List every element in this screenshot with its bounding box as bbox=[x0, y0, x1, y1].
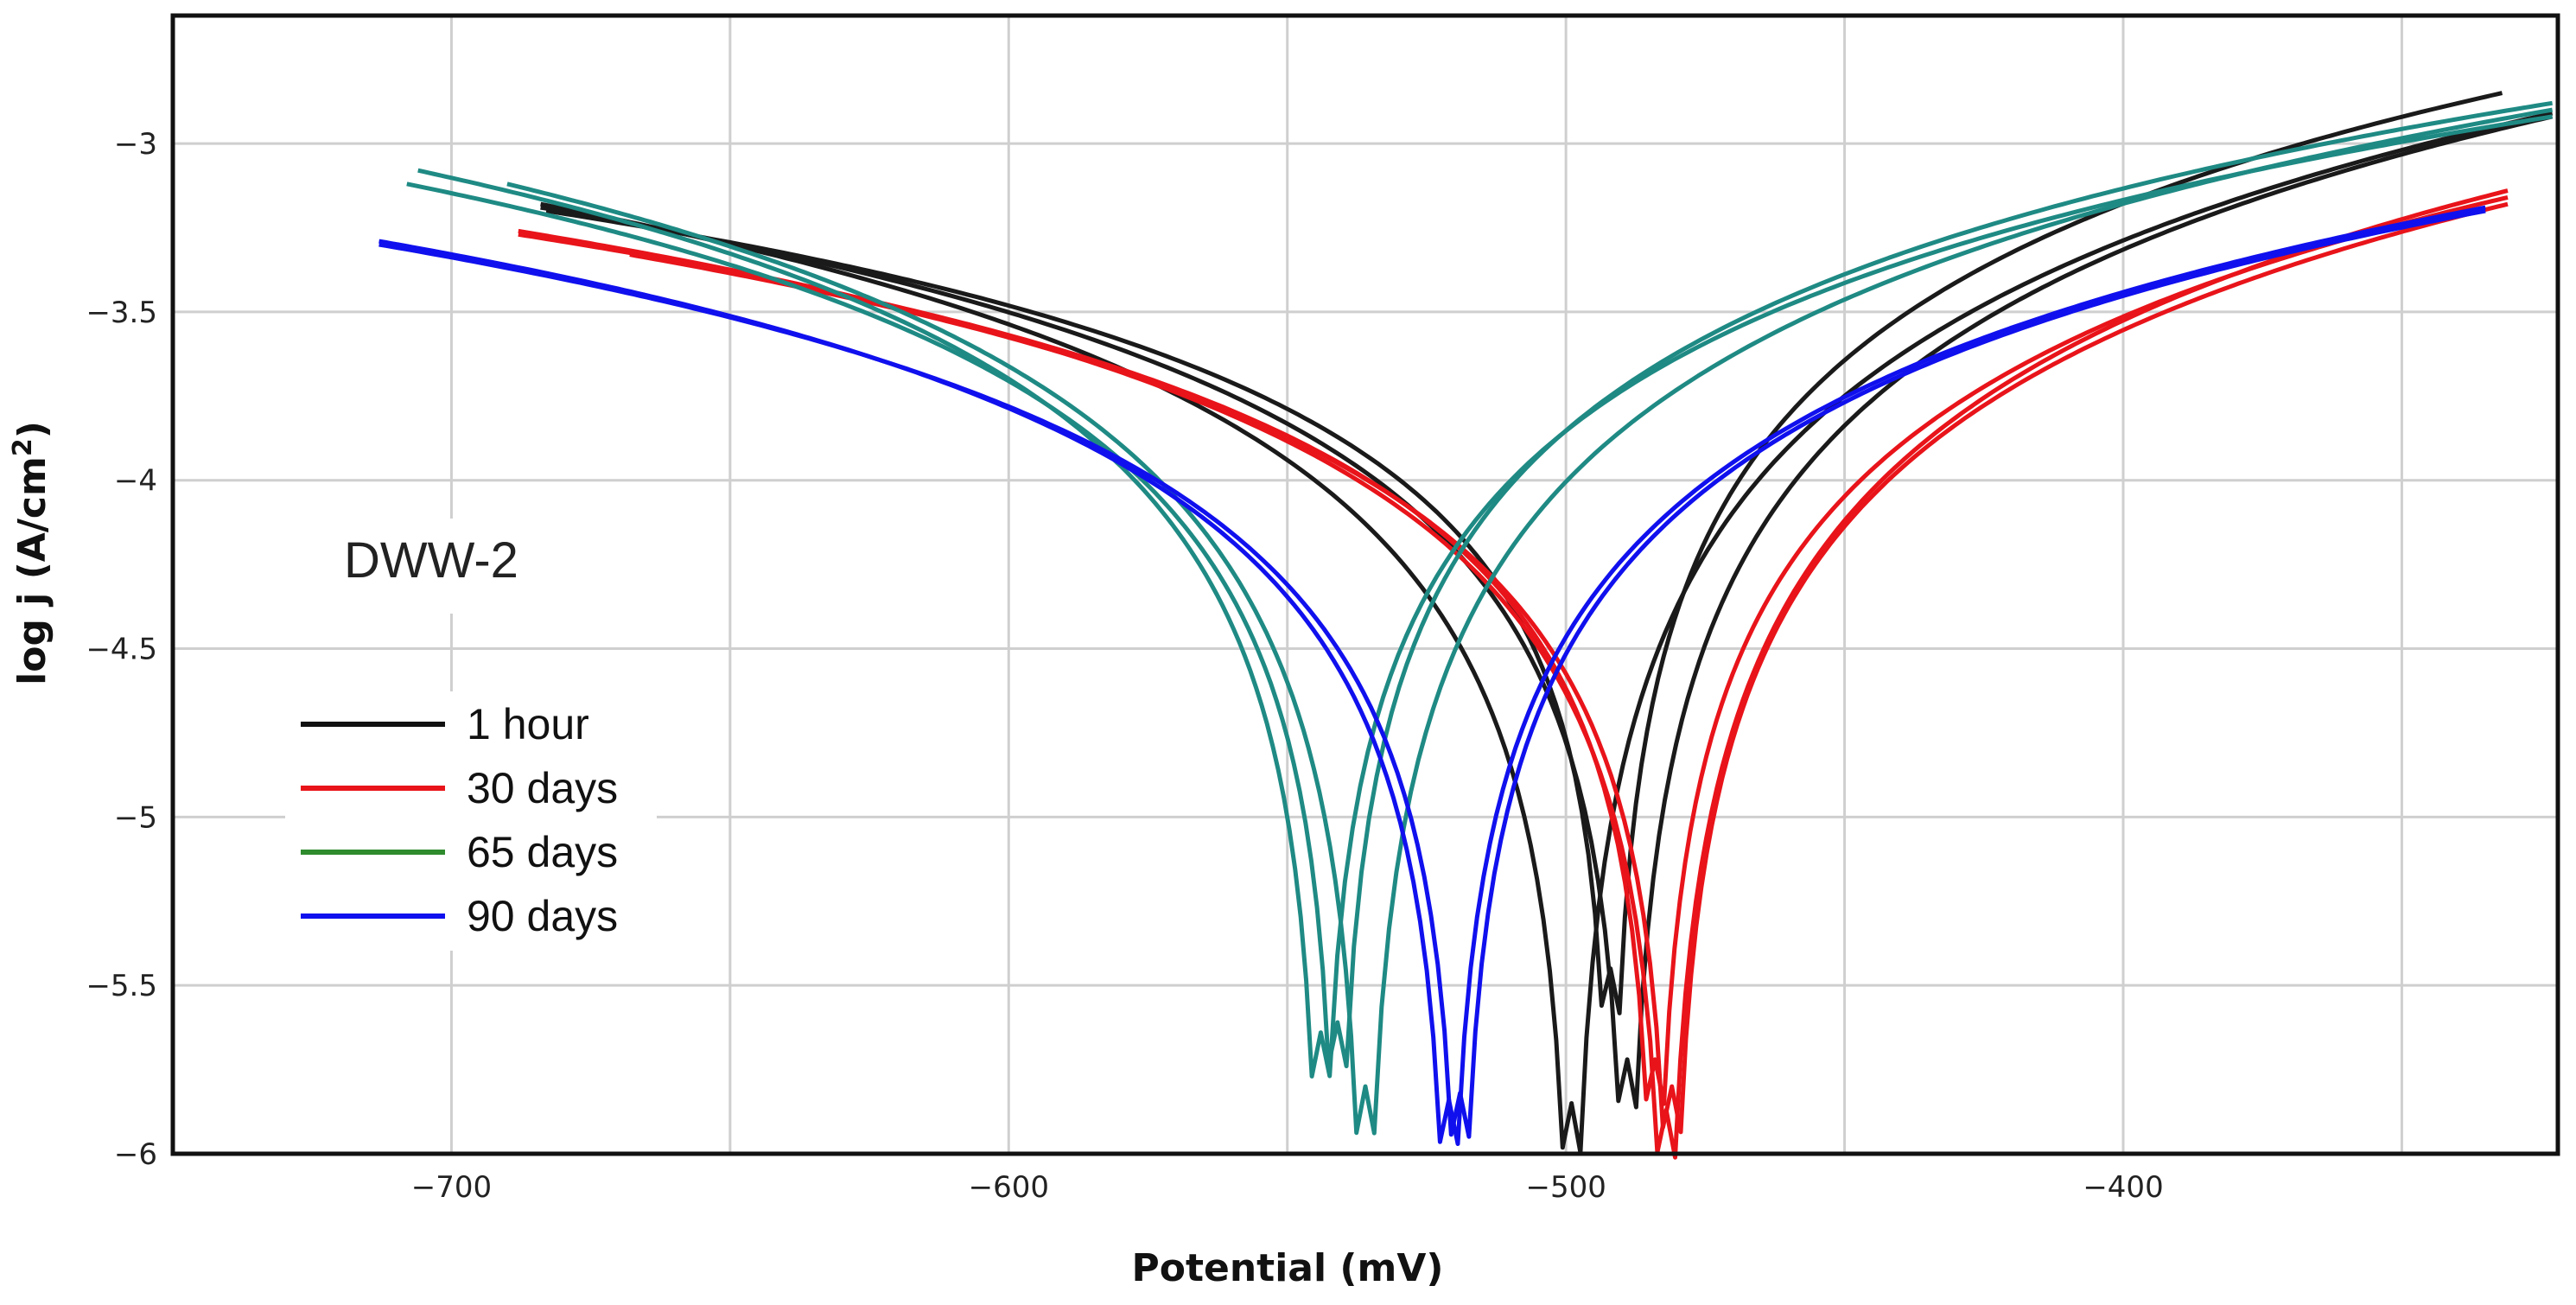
curve-30-days-3 bbox=[629, 201, 2509, 1135]
curve-1-hour-1 bbox=[540, 111, 2554, 1155]
x-tick-label: −400 bbox=[2083, 1170, 2163, 1205]
legend-background bbox=[285, 691, 657, 951]
series-65-days bbox=[406, 100, 2554, 1136]
curve-30-days-2 bbox=[518, 194, 2509, 1106]
legend-label: 90 days bbox=[467, 892, 618, 940]
y-axis-title-close: ) bbox=[10, 421, 54, 438]
y-axis-title: log j (A/cm2) bbox=[8, 421, 54, 685]
legend-label: 30 days bbox=[467, 764, 618, 812]
plot-curves bbox=[378, 91, 2554, 1160]
curve-65-days-1 bbox=[417, 114, 2553, 1079]
y-tick-label: −4 bbox=[114, 464, 157, 499]
sample-label-background bbox=[315, 519, 566, 614]
x-axis-title: Potential (mV) bbox=[1131, 1246, 1443, 1290]
legend: 1 hour 30 days 65 days 90 days bbox=[285, 691, 657, 951]
series-30-days bbox=[518, 188, 2509, 1160]
sample-label: DWW-2 bbox=[344, 532, 518, 589]
legend-label: 1 hour bbox=[467, 700, 589, 748]
curve-1-hour-3 bbox=[545, 91, 2503, 1015]
x-tick-label: −600 bbox=[969, 1170, 1049, 1205]
y-tick-label: −6 bbox=[114, 1137, 157, 1172]
legend-label: 65 days bbox=[467, 828, 618, 876]
series-90-days bbox=[378, 205, 2486, 1146]
plot-frame bbox=[170, 13, 2560, 1156]
y-tick-label: −5 bbox=[114, 800, 157, 835]
y-tick-label: −3.5 bbox=[86, 296, 157, 330]
y-axis-title-sup: 2 bbox=[8, 438, 38, 456]
curve-65-days-2 bbox=[406, 100, 2553, 1069]
y-tick-label: −4.5 bbox=[86, 633, 157, 667]
y-tick-label: −5.5 bbox=[86, 969, 157, 1003]
x-tick-label: −700 bbox=[411, 1170, 492, 1205]
y-axis-title-base: log j (A/cm bbox=[10, 456, 54, 685]
curve-65-days-3 bbox=[506, 107, 2554, 1136]
tick-labels: −700 −600 −500 −400 −3 −3.5 −4 −4.5 −5 −5.5 −6 bbox=[86, 127, 2163, 1205]
series-1-hour bbox=[540, 91, 2554, 1155]
curve-1-hour-2 bbox=[540, 114, 2554, 1110]
y-tick-label: −3 bbox=[114, 127, 157, 162]
x-tick-label: −500 bbox=[1525, 1170, 1606, 1205]
curve-90-days-2 bbox=[378, 208, 2486, 1139]
